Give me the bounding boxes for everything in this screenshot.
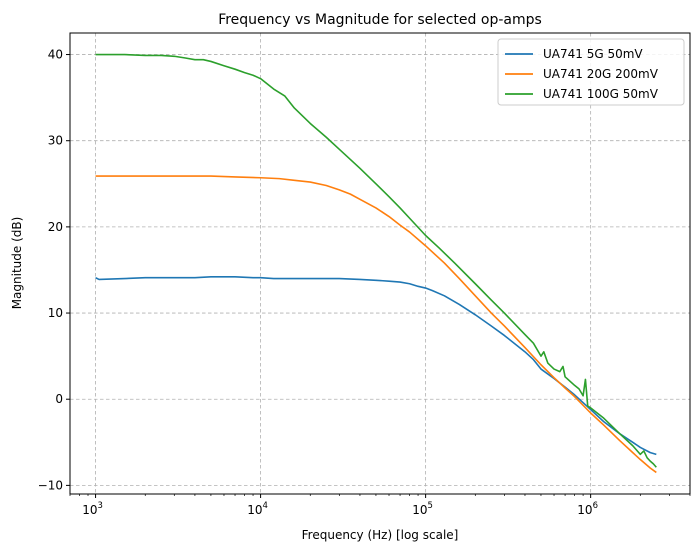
legend-box xyxy=(497,38,685,106)
x-tick-exponent: 5 xyxy=(428,501,433,511)
plot-frame xyxy=(69,32,691,495)
series-line-3 xyxy=(95,53,657,468)
x-axis-label: Frequency (Hz) [log scale] xyxy=(302,528,459,542)
y-tick-label: 20 xyxy=(48,220,63,234)
legend: UA741 5G 50mV UA741 20G 200mV UA741 100G 5… xyxy=(497,38,685,106)
y-tick-label: −10 xyxy=(38,478,63,492)
legend-label: UA741 5G 50mV xyxy=(543,47,643,61)
series-line-1 xyxy=(95,276,657,456)
chart-title: Frequency vs Magnitude for selected op-a… xyxy=(218,12,542,28)
y-tick-label: 10 xyxy=(48,306,63,320)
series-lines xyxy=(95,53,657,474)
legend-label: UA741 100G 50mV xyxy=(543,87,659,101)
x-tick-exponent: 4 xyxy=(263,501,268,511)
y-tick-label: 0 xyxy=(55,392,63,406)
legend-label: UA741 20G 200mV xyxy=(543,67,659,81)
x-tick-exponent: 6 xyxy=(593,501,598,511)
y-tick-label: 30 xyxy=(48,134,63,148)
y-ticks: 40 30 20 10 0 −10 xyxy=(38,48,70,492)
y-tick-label: 40 xyxy=(48,48,63,62)
series-line-2 xyxy=(95,175,657,474)
legend-entries: UA741 5G 50mV UA741 20G 200mV UA741 100G 5… xyxy=(505,47,659,101)
y-axis-label: Magnitude (dB) xyxy=(10,217,24,310)
x-tick-exponent: 3 xyxy=(97,501,102,511)
